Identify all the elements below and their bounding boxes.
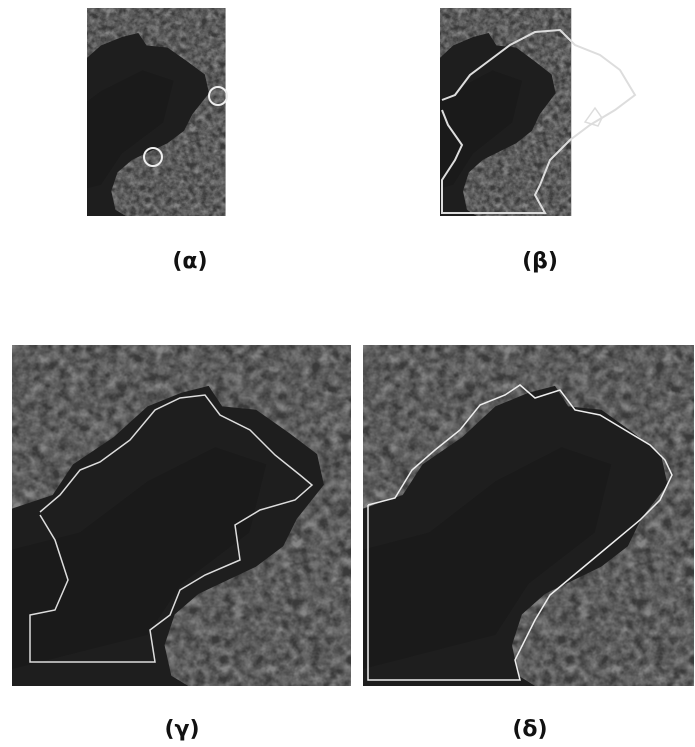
caption: (δ): [512, 717, 547, 742]
panel-c: (γ): [12, 345, 351, 742]
caption: (β): [522, 249, 558, 274]
caption: (γ): [164, 717, 199, 742]
satellite-image: [374, 8, 571, 216]
panel-d: (δ): [363, 345, 694, 742]
figure: (α) (β) (γ) (δ): [0, 0, 695, 747]
satellite-image: [18, 8, 226, 216]
caption: (α): [172, 249, 207, 274]
panel-a: (α): [18, 8, 227, 274]
panel-b: (β): [374, 8, 635, 274]
satellite-image: [12, 345, 351, 686]
